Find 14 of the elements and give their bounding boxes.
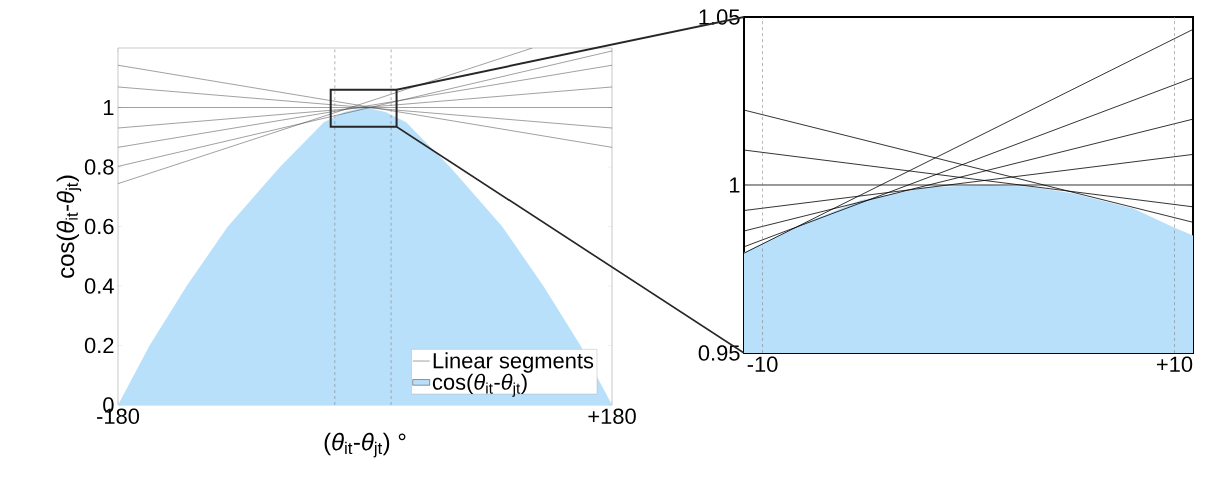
y-tick-label: 1 [103, 99, 114, 116]
x-tick-label: -10 [747, 356, 778, 373]
y-tick-label: 0.4 [84, 278, 114, 294]
x-axis-title: (θ$_{it}$-θ$_{jt}$) ° [324, 432, 406, 458]
y-tick-label: 0.8 [84, 159, 114, 175]
legend-label: cos(θ$_{it}$-θ$_{jt}$) [432, 373, 527, 397]
legend-label: Linear segments [433, 352, 594, 373]
x-tick-label: +10 [1156, 356, 1193, 373]
y-tick-label: 0.6 [84, 218, 114, 235]
y-tick-label: 0.95 [698, 345, 740, 361]
y-tick-label: 0.2 [84, 337, 114, 354]
x-tick-label: +180 [588, 408, 636, 425]
y-axis-title: cos(θ$_{it}$-θ$_{jt}$) [56, 175, 82, 278]
y-tick-label: 1 [729, 177, 740, 193]
